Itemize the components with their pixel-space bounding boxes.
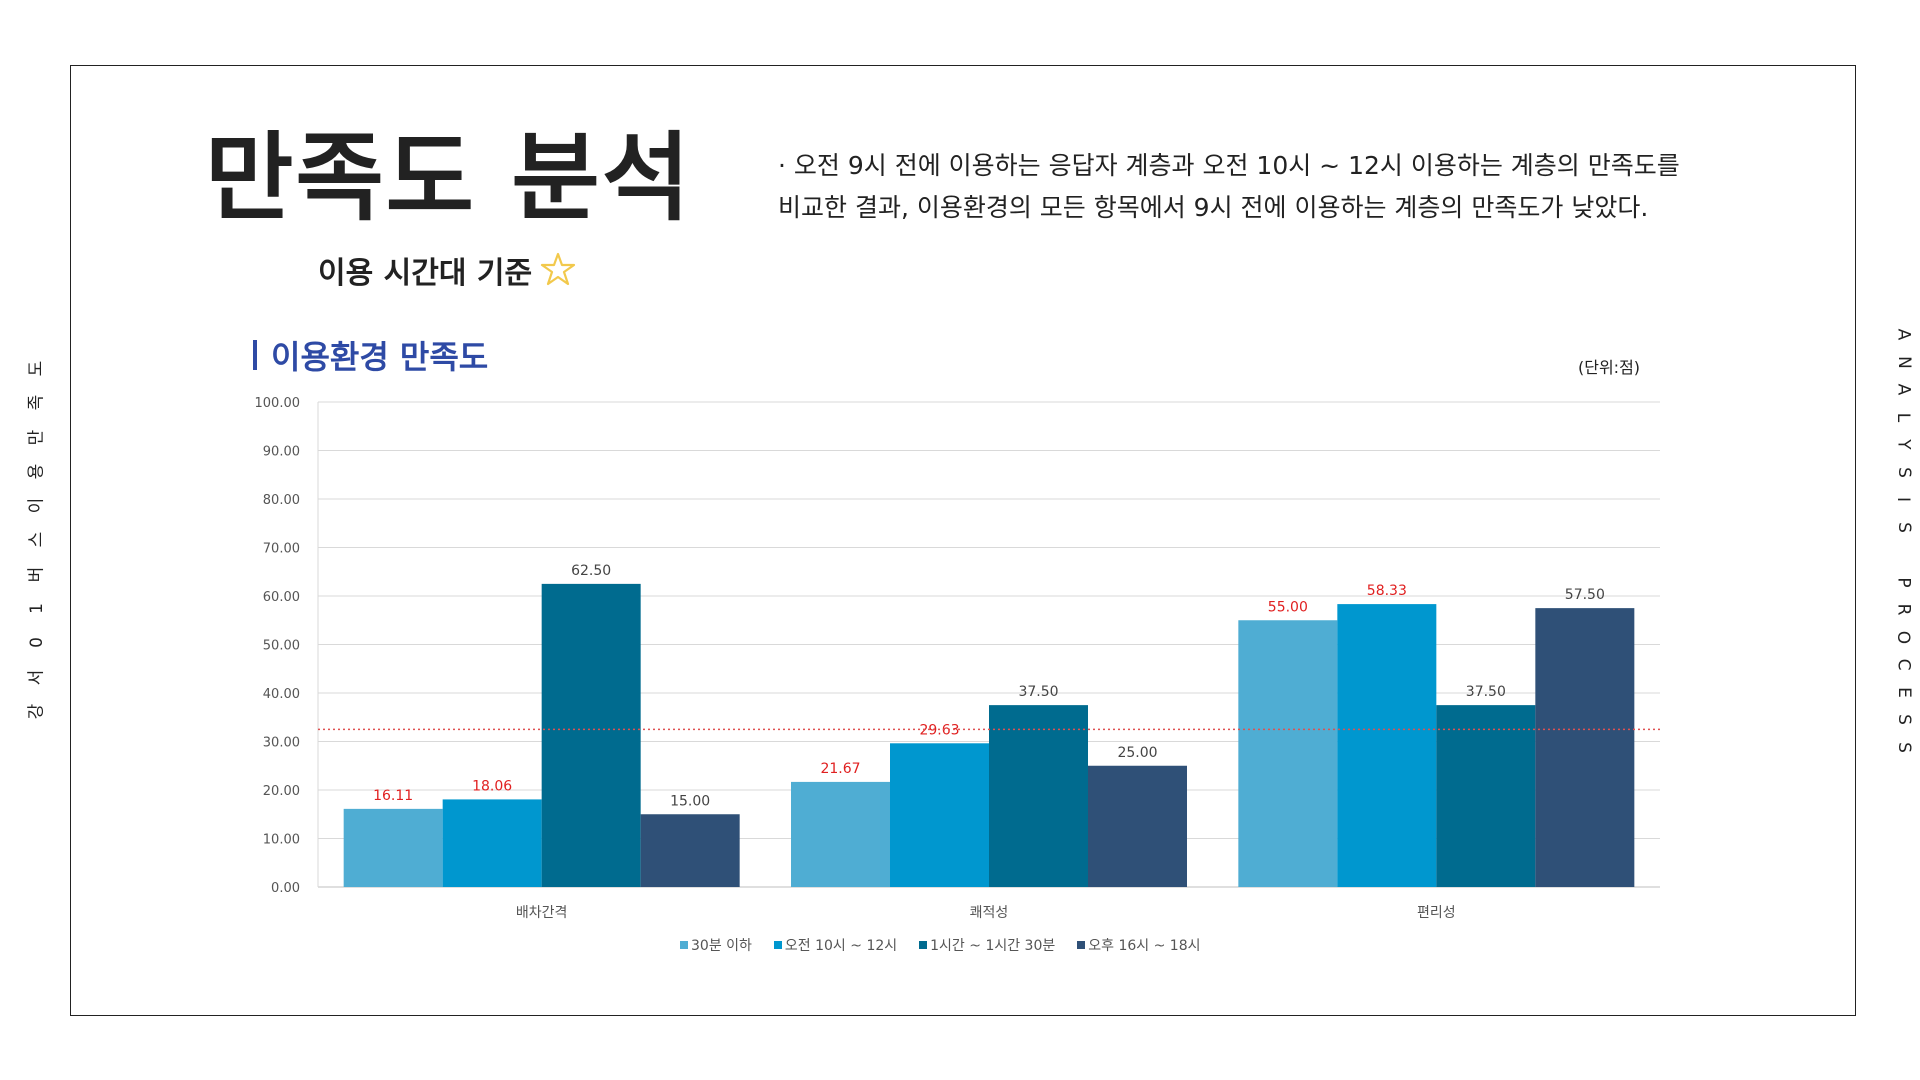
data-label: 37.50 xyxy=(1466,684,1506,700)
y-tick-label: 100.00 xyxy=(255,396,301,411)
y-tick-label: 20.00 xyxy=(263,784,300,799)
bar xyxy=(890,743,989,887)
side-label-char: L xyxy=(1893,412,1914,422)
side-label-char: A xyxy=(1893,328,1914,341)
side-label-char: 이 xyxy=(26,497,47,514)
side-label-char: N xyxy=(1893,355,1914,369)
bar-chart: 0.00 10.00 20.00 30.00 40.00 50.00 60.00 70.00 8… xyxy=(255,396,1660,921)
data-label: 58.33 xyxy=(1367,583,1407,599)
description-line: 비교한 결과, 이용환경의 모든 항목에서 9시 전에 이용하는 계층의 만족도… xyxy=(778,193,1649,222)
legend-item: 30분 이하 xyxy=(680,935,752,955)
y-tick-label: 80.00 xyxy=(263,493,300,508)
y-tick-label: 50.00 xyxy=(263,639,300,654)
description: · 오전 9시 전에 이용하는 응답자 계층과 오전 10시 ~ 12시 이용하… xyxy=(778,145,1778,229)
legend-label: 1시간 ~ 1시간 30분 xyxy=(930,938,1056,954)
legend-item: 오후 16시 ~ 18시 xyxy=(1077,935,1201,955)
subtitle-group: 이용 시간대 기준 xyxy=(318,248,576,292)
side-label-char: I xyxy=(1893,497,1914,503)
unit-label: (단위:점) xyxy=(1578,358,1641,377)
side-label-char: O xyxy=(1893,630,1914,645)
side-label-char: R xyxy=(1893,603,1914,616)
bar xyxy=(541,583,641,887)
y-tick-label: 70.00 xyxy=(263,542,300,557)
side-label-char xyxy=(1895,552,1912,557)
x-tick-label: 배차간격 xyxy=(516,905,568,921)
data-label: 25.00 xyxy=(1117,745,1157,761)
side-label-char: E xyxy=(1893,687,1914,698)
bar xyxy=(343,808,443,887)
section-title-text: 이용환경 만족도 xyxy=(271,338,489,376)
bar xyxy=(1436,705,1536,887)
chart-legend: 30분 이하 오전 10시 ~ 12시 1시간 ~ 1시간 30분 오후 16시 ~ … xyxy=(680,935,1201,955)
data-label: 15.00 xyxy=(670,793,710,809)
bar xyxy=(1238,620,1338,887)
side-label-char: P xyxy=(1893,577,1914,588)
legend-swatch xyxy=(919,941,928,949)
y-tick-label: 60.00 xyxy=(263,590,300,605)
side-label-char: S xyxy=(1893,466,1914,478)
bar xyxy=(989,705,1088,887)
legend-label: 오후 16시 ~ 18시 xyxy=(1088,938,1201,954)
data-label: 21.67 xyxy=(820,761,860,777)
data-label: 57.50 xyxy=(1565,587,1605,603)
bar xyxy=(1088,765,1187,887)
legend-item: 1시간 ~ 1시간 30분 xyxy=(919,935,1055,955)
legend-label: 오전 10시 ~ 12시 xyxy=(784,938,898,954)
data-label: 55.00 xyxy=(1268,599,1308,615)
bar xyxy=(1535,608,1635,887)
star-icon xyxy=(540,252,576,286)
side-label-char: 도 xyxy=(26,360,47,377)
side-label-char: Y xyxy=(1893,439,1914,450)
side-label-char: 1 xyxy=(26,603,47,614)
x-tick-label: 편리성 xyxy=(1417,905,1456,921)
side-label-char: 만 xyxy=(26,429,47,445)
bar xyxy=(1337,604,1437,887)
content-frame xyxy=(70,65,1856,1016)
legend-swatch xyxy=(1077,941,1086,949)
data-label: 37.50 xyxy=(1018,684,1058,700)
side-label-char: S xyxy=(1893,742,1914,753)
side-label-char: C xyxy=(1893,658,1914,671)
bar xyxy=(791,781,890,887)
side-label-char: 강 xyxy=(26,703,47,720)
x-tick-label: 쾌적성 xyxy=(970,905,1009,921)
side-label-char: 스 xyxy=(26,532,47,548)
side-label-char: 0 xyxy=(26,637,47,649)
description-line: · 오전 9시 전에 이용하는 응답자 계층과 오전 10시 ~ 12시 이용하… xyxy=(778,151,1680,180)
side-label-char: 서 xyxy=(26,669,47,685)
side-label-char: 버 xyxy=(26,566,47,583)
side-label-char: A xyxy=(1893,383,1914,396)
legend-label: 30분 이하 xyxy=(691,938,752,954)
legend-item: 오전 10시 ~ 12시 xyxy=(773,935,898,955)
bar xyxy=(442,799,542,887)
section-title-bar xyxy=(253,340,257,370)
legend-swatch xyxy=(773,941,782,949)
section-title: 이용환경 만족도 xyxy=(253,332,488,378)
data-label: 29.63 xyxy=(919,722,959,738)
page-subtitle: 이용 시간대 기준 xyxy=(318,256,533,291)
side-label-char: S xyxy=(1893,714,1914,726)
legend-swatch xyxy=(680,941,688,949)
side-label-char: S xyxy=(1893,521,1914,533)
data-label: 62.50 xyxy=(571,563,611,579)
page-title: 만족도 분석 xyxy=(205,122,693,234)
data-label: 16.11 xyxy=(373,788,413,804)
y-tick-label: 10.00 xyxy=(263,833,300,848)
side-label-char: 족 xyxy=(26,394,47,411)
y-tick-label: 0.00 xyxy=(271,881,300,896)
side-label-char: 용 xyxy=(26,463,47,480)
data-label: 18.06 xyxy=(472,778,512,794)
y-tick-label: 30.00 xyxy=(263,736,300,751)
bar xyxy=(640,814,740,887)
y-tick-label: 40.00 xyxy=(263,687,300,702)
y-tick-label: 90.00 xyxy=(263,445,300,460)
